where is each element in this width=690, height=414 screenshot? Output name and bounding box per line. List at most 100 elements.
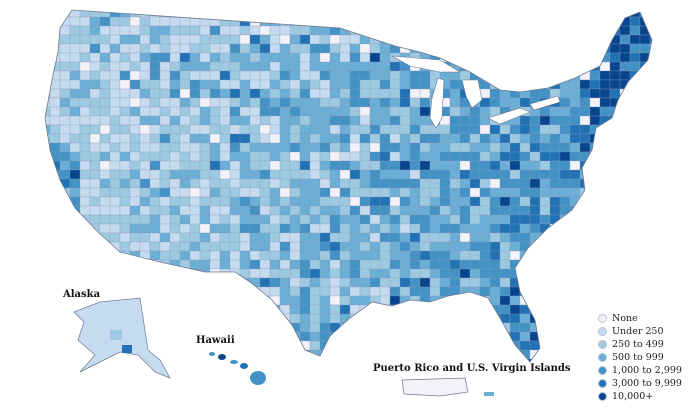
county-cell [389, 16, 401, 27]
county-cell [399, 313, 411, 324]
county-cell [129, 61, 141, 72]
county-cell [329, 169, 341, 180]
county-cell [379, 349, 391, 360]
county-cell [529, 10, 541, 18]
county-cell [339, 160, 351, 171]
county-cell [289, 259, 301, 270]
county-cell [159, 124, 171, 135]
county-cell [479, 178, 491, 189]
county-cell [579, 34, 591, 45]
county-cell [499, 187, 511, 198]
county-cell [69, 34, 81, 45]
county-cell [129, 196, 141, 207]
county-cell [509, 151, 521, 162]
county-cell [359, 61, 371, 72]
county-cell [209, 313, 221, 324]
county-cell [339, 178, 351, 189]
county-cell [339, 115, 351, 126]
county-cell [629, 34, 641, 45]
county-cell [219, 286, 231, 297]
county-cell [529, 16, 541, 27]
county-cell [229, 232, 241, 243]
county-cell [609, 196, 621, 207]
county-cell [199, 250, 211, 261]
county-cell [249, 232, 261, 243]
legend-swatch [598, 353, 607, 362]
county-cell [209, 232, 221, 243]
county-cell [110, 368, 120, 377]
county-cell [249, 34, 261, 45]
county-cell [339, 313, 351, 324]
county-cell [199, 25, 211, 36]
county-cell [109, 106, 121, 117]
county-cell [569, 25, 581, 36]
county-cell [469, 169, 481, 180]
county-cell [139, 16, 151, 27]
county-cell [169, 250, 181, 261]
county-cell [349, 61, 361, 72]
county-cell [559, 160, 571, 171]
county-cell [129, 133, 141, 144]
county-cell [99, 52, 111, 63]
county-cell [59, 358, 71, 362]
county-cell [509, 34, 521, 45]
county-cell [579, 331, 591, 342]
county-cell [629, 232, 641, 243]
county-cell [499, 16, 511, 27]
county-cell [409, 151, 421, 162]
county-cell [409, 16, 421, 27]
county-cell [359, 205, 371, 216]
county-cell [259, 223, 271, 234]
county-cell [449, 97, 461, 108]
county-cell [299, 106, 311, 117]
county-cell [229, 106, 241, 117]
county-cell [279, 322, 291, 333]
county-cell [469, 268, 481, 279]
county-cell [209, 205, 221, 216]
county-cell [639, 268, 651, 279]
county-cell [119, 106, 131, 117]
county-cell [499, 169, 511, 180]
county-cell [109, 61, 121, 72]
county-cell [499, 259, 511, 270]
county-cell [179, 124, 191, 135]
county-cell [149, 232, 161, 243]
county-cell [359, 16, 371, 27]
county-cell [449, 268, 461, 279]
county-cell [379, 277, 391, 288]
county-cell [479, 313, 491, 324]
county-cell [109, 34, 121, 45]
county-cell [219, 277, 231, 288]
county-cell [329, 250, 341, 261]
legend-item: 1,000 to 2,999 [598, 364, 682, 377]
county-cell [289, 142, 301, 153]
county-cell [629, 151, 641, 162]
county-cell [179, 313, 191, 324]
county-cell [619, 124, 631, 135]
county-cell [529, 277, 541, 288]
county-cell [649, 160, 652, 171]
legend-swatch [598, 366, 607, 375]
county-cell [399, 205, 411, 216]
county-cell [49, 115, 61, 126]
county-cell [129, 232, 141, 243]
county-cell [639, 88, 651, 99]
county-cell [549, 115, 561, 126]
county-cell [269, 196, 281, 207]
county-cell [439, 340, 451, 351]
county-cell [69, 232, 81, 243]
county-cell [469, 349, 481, 360]
county-cell [359, 313, 371, 324]
county-cell [579, 277, 591, 288]
county-cell [269, 88, 281, 99]
county-cell [59, 268, 71, 279]
county-cell [359, 142, 371, 153]
county-cell [289, 349, 301, 360]
county-cell [349, 295, 361, 306]
county-cell [169, 97, 181, 108]
county-cell [619, 151, 631, 162]
county-cell [579, 358, 591, 362]
county-cell [139, 286, 151, 297]
county-cell [629, 178, 641, 189]
county-cell [109, 142, 121, 153]
